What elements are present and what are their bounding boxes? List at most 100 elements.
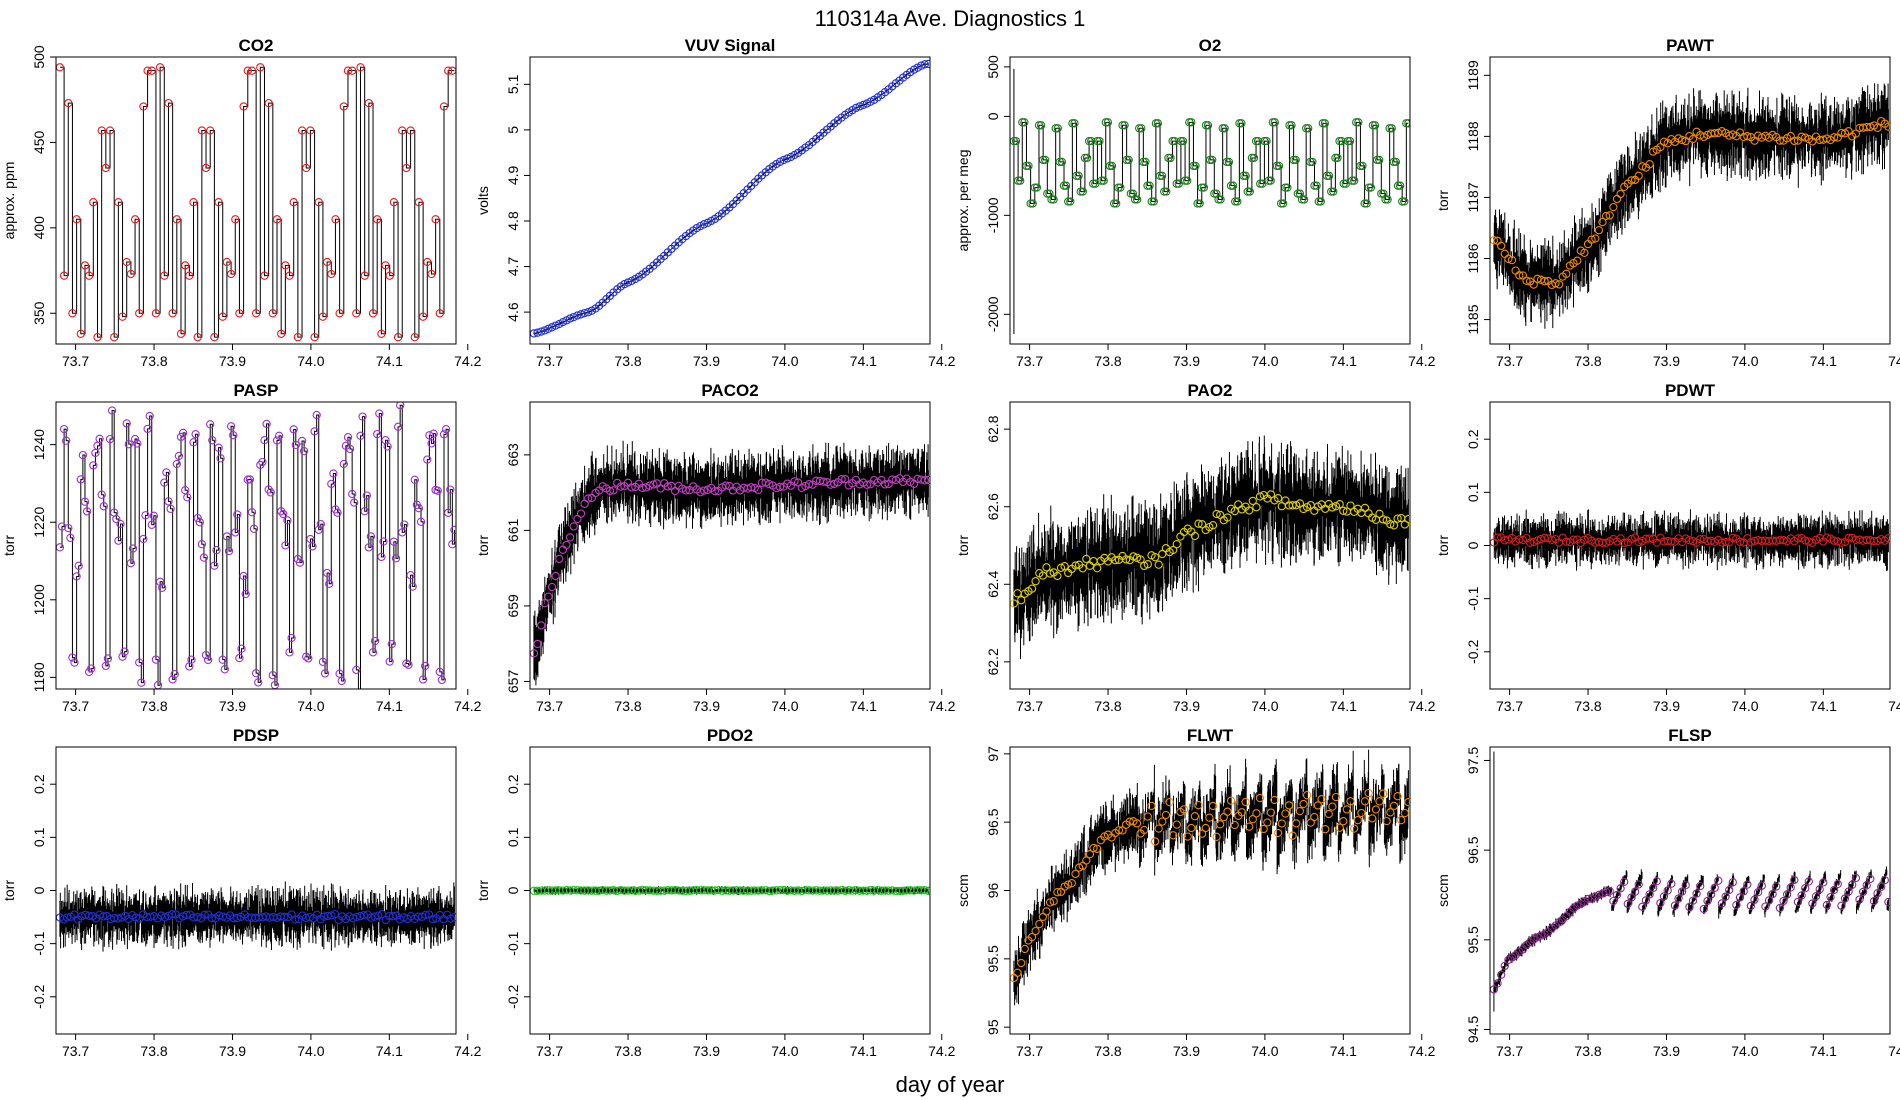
y-tick-label: -0.2 xyxy=(505,985,521,1009)
data-point xyxy=(1126,189,1135,198)
data-point xyxy=(358,412,367,421)
data-point xyxy=(1223,513,1232,522)
data-point xyxy=(1389,801,1399,811)
panel-title: PASP xyxy=(233,381,278,400)
data-point xyxy=(1045,898,1055,907)
data-point xyxy=(1042,563,1051,572)
data-point xyxy=(84,271,94,280)
data-point xyxy=(1529,280,1538,289)
data-point xyxy=(143,66,152,75)
panel-title: PDWT xyxy=(1665,381,1716,400)
data-point xyxy=(402,659,411,668)
data-point xyxy=(1620,538,1629,547)
data-point xyxy=(1212,509,1221,519)
data-point xyxy=(105,434,115,444)
panel-pdo2: PDO2 torr 73.7 73.8 73.9 74.0 74.1 74.2 -0.2 -0.1… xyxy=(475,726,956,1059)
data-point xyxy=(337,676,346,686)
x-tick-label: 73.8 xyxy=(614,1043,641,1059)
data-point xyxy=(1078,564,1087,573)
data-point xyxy=(193,333,202,342)
data-point xyxy=(1312,181,1321,190)
x-tick-label: 73.8 xyxy=(140,1043,167,1059)
data-point xyxy=(1199,183,1209,192)
data-point xyxy=(1360,797,1370,806)
data-point xyxy=(414,504,424,513)
data-point xyxy=(1587,235,1596,244)
data-point xyxy=(1114,826,1124,835)
data-point xyxy=(450,525,456,535)
data-point xyxy=(1350,176,1359,185)
data-point xyxy=(1299,195,1309,204)
data-point xyxy=(210,333,219,342)
data-point xyxy=(216,454,225,463)
data-point xyxy=(406,126,415,135)
data-point xyxy=(1193,199,1202,208)
data-point xyxy=(616,482,625,491)
data-point xyxy=(215,911,224,920)
data-point xyxy=(1335,136,1344,146)
data-point xyxy=(1248,496,1257,506)
data-point xyxy=(310,427,319,436)
data-point xyxy=(404,660,413,669)
data-point xyxy=(1569,535,1578,544)
data-point xyxy=(310,333,319,342)
x-tick-label: 73.8 xyxy=(1094,698,1121,714)
data-point xyxy=(1364,788,1373,798)
data-point xyxy=(377,329,386,338)
data-point xyxy=(1837,538,1846,547)
data-point xyxy=(1385,124,1394,133)
data-point xyxy=(1101,118,1110,127)
data-point xyxy=(193,513,202,523)
data-point xyxy=(1493,979,1502,988)
data-point xyxy=(1147,197,1156,206)
data-point xyxy=(1880,876,1889,885)
panel-title: PDO2 xyxy=(707,726,753,745)
data-point xyxy=(1231,197,1240,206)
data-point xyxy=(195,518,204,527)
data-point xyxy=(76,475,85,484)
data-point xyxy=(1525,538,1535,547)
x-tick-label: 73.7 xyxy=(1496,1043,1523,1059)
series-band xyxy=(1493,83,1889,329)
data-point xyxy=(224,546,234,556)
data-point xyxy=(1112,199,1121,208)
data-point xyxy=(1241,171,1250,180)
x-tick-label: 74.2 xyxy=(454,353,481,369)
data-point xyxy=(1089,843,1098,853)
data-point xyxy=(1357,808,1366,818)
data-point xyxy=(1858,887,1868,897)
data-point xyxy=(1393,792,1402,801)
data-point xyxy=(1500,961,1509,971)
data-point xyxy=(1072,171,1081,180)
x-tick-label: 73.9 xyxy=(1173,353,1200,369)
data-point xyxy=(1641,896,1651,905)
data-point xyxy=(1172,820,1181,829)
data-point xyxy=(1216,820,1225,829)
data-point xyxy=(218,655,227,664)
data-point xyxy=(855,102,864,111)
data-point xyxy=(1328,802,1337,811)
data-point xyxy=(155,577,165,586)
data-point xyxy=(533,639,542,649)
data-point xyxy=(1316,197,1325,206)
data-point xyxy=(547,582,557,592)
data-point xyxy=(1370,121,1380,130)
data-point xyxy=(1375,797,1384,806)
data-point xyxy=(214,198,223,207)
data-point xyxy=(1208,801,1218,811)
data-point xyxy=(569,522,578,531)
data-point xyxy=(1043,189,1052,198)
data-point xyxy=(1667,879,1676,888)
data-point xyxy=(78,450,88,460)
data-point xyxy=(370,636,380,646)
data-point xyxy=(118,312,127,321)
data-point xyxy=(1677,135,1687,145)
y-tick-label: 1188 xyxy=(1465,121,1481,151)
data-point xyxy=(1111,556,1120,565)
data-point xyxy=(130,434,140,444)
figure-xlabel: day of year xyxy=(896,1072,1005,1097)
data-point xyxy=(1136,555,1145,564)
data-point xyxy=(1685,536,1694,545)
data-point xyxy=(1670,901,1680,910)
y-tick-label: 62.8 xyxy=(985,415,1001,442)
